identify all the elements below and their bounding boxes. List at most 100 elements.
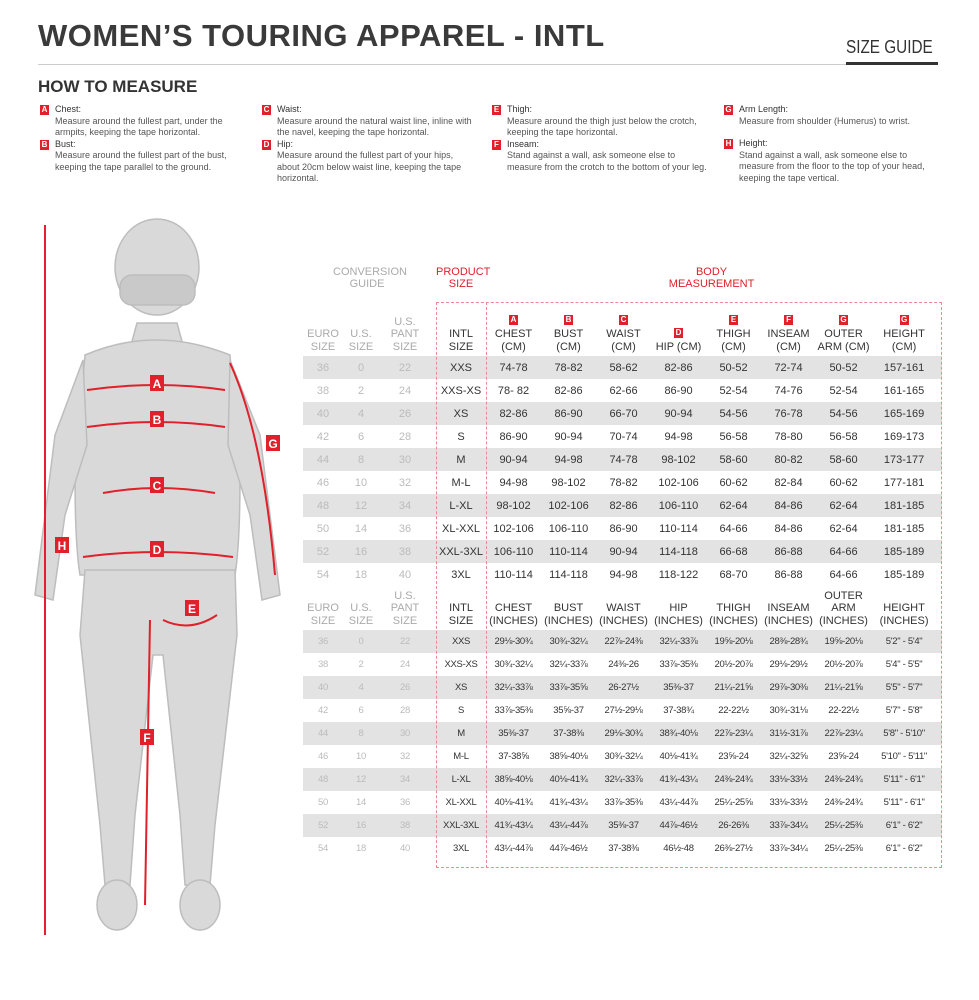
measurement-header: CHEST (INCHES) [486, 586, 541, 630]
measurement-cell: 72-74 [761, 356, 817, 379]
legend-item-c: C Waist: Measure around the natural waist … [262, 104, 477, 139]
legend-item-d: D Hip: Measure around the fullest part of … [262, 139, 477, 185]
legend-item-name: Waist: [277, 104, 302, 114]
measurement-cell: 32¼-33⅞ [651, 630, 707, 653]
conversion-cell: 12 [343, 768, 379, 791]
legend-item-text: Measure around the fullest part, under t… [55, 115, 223, 138]
measurement-cell: 102-106 [541, 494, 597, 517]
conversion-cell: 52 [303, 540, 343, 563]
measurement-cell: 60-62 [829, 476, 858, 489]
conversion-cell: 8 [343, 448, 379, 471]
measurement-cell: 84-86 [761, 494, 817, 517]
legend-item-text: Stand against a wall, ask someone else t… [507, 150, 707, 172]
table-row: 36 0 22 XXS 29⅛-30¾ 30¾-32¼ 22⅞-24⅜ 32¼-33⅞ 19⅝-… [303, 630, 943, 653]
measurement-cell: 102-106 [658, 476, 699, 489]
spacer [937, 448, 943, 471]
measurement-cell: 38⅝-40⅛ [549, 751, 588, 762]
measurement-cell: 98-102 [551, 476, 586, 489]
measurement-cell: 35⅜-37 [596, 814, 652, 837]
group-body-measurement: BODY MEASUREMENT [668, 266, 755, 290]
measurement-cell: 38⅝-40⅛ [486, 768, 542, 791]
measurement-cell: 82-86 [651, 356, 707, 379]
measurement-cell: 181-185 [871, 494, 938, 517]
measurement-cell: 114-118 [651, 540, 707, 563]
measurement-cell: 169-173 [883, 430, 925, 443]
spacer [431, 494, 437, 517]
intl-size-cell: XS [436, 402, 487, 425]
measurement-cell: 41¾-43¼ [549, 797, 588, 808]
letter-badge: F [492, 139, 501, 150]
intl-size-cell: S [457, 705, 465, 716]
conversion-cell: 0 [343, 356, 379, 379]
conversion-cell: 40 [398, 568, 412, 581]
table-row: 44 8 30 M 35⅜-37 37-38⅜ 29⅛-30¾ 38¾-40⅛ 22⅞-23¼ 3… [303, 722, 943, 745]
measurement-cell: 177-181 [883, 476, 925, 489]
measurement-cell: 161-165 [883, 384, 925, 397]
letter-badge: H [724, 139, 733, 149]
measurement-cell: 33⅞-34¼ [769, 843, 808, 854]
measurement-cell: 33⅞-35⅜ [604, 797, 643, 808]
intl-size-cell: XXS [436, 356, 487, 379]
spacer [937, 425, 942, 448]
measurement-cell: 22-22½ [718, 705, 749, 716]
conversion-cell: 36 [303, 356, 343, 379]
measurement-cell: 25¼-25⅜ [824, 843, 863, 854]
measurement-header-label: WAIST (CM) [606, 328, 641, 353]
measurement-cell: 19⅝-20⅛ [706, 630, 762, 653]
letter-badge: A [509, 315, 519, 325]
legend-item-text: Measure around the fullest part of the b… [55, 150, 227, 172]
conversion-cell: 34 [379, 494, 432, 517]
spacer [937, 471, 942, 494]
table-row: 46 10 32 M-L 94-98 98-102 78-82 102-106 60-62 82-… [303, 471, 942, 494]
measurement-cell: 86-90 [541, 402, 597, 425]
measurement-cell: 35⅝-37 [553, 705, 584, 716]
table-row: 40 4 26 XS 32¼-33⅞ 33⅞-35⅝ 26-27½ 35⅜-37 21¼-21⅝… [303, 676, 943, 699]
conversion-cell: 18 [354, 568, 368, 581]
measurement-cell: 32¼-33⅞ [549, 659, 588, 670]
conversion-cell: 42 [318, 705, 328, 716]
conversion-cell: 4 [343, 402, 379, 425]
table-row: 54 18 40 3XL 43¼-44⅞ 44⅞-46½ 37-38⅜ 46½-48 26⅜-2… [303, 837, 942, 860]
measurement-cell: 90-94 [596, 540, 652, 563]
conversion-cell: 38 [379, 814, 432, 837]
measurement-header-label: HEIGHT (CM) [883, 328, 925, 353]
conversion-cell: 26 [379, 676, 432, 699]
measurement-cell: 82-86 [596, 494, 652, 517]
measurement-cell: 185-189 [871, 540, 938, 563]
table-row: 52 16 38 XXL-3XL 41¾-43¼ 43¼-44⅞ 35⅜-37 44⅞-46½… [303, 814, 943, 837]
measurement-cell: 52-54 [719, 384, 748, 397]
conversion-cell: 54 [316, 568, 330, 581]
measurement-cell: 32¼-33⅞ [486, 676, 542, 699]
size-guide-tab[interactable]: SIZE GUIDE [846, 37, 933, 57]
intl-size-cell: M-L [453, 751, 469, 762]
spacer [937, 676, 943, 699]
conversion-cell: 50 [316, 522, 330, 535]
page-title: WOMEN’S TOURING APPAREL - INTL [38, 18, 605, 53]
measurement-header-label: OUTER ARM (INCHES) [819, 589, 868, 627]
measurement-cell: 5'5" - 5'7" [871, 676, 938, 699]
spacer [431, 448, 437, 471]
measurement-cell: 56-58 [719, 430, 748, 443]
measurement-header-label: WAIST (INCHES) [599, 602, 648, 627]
measurement-cell: 106-110 [651, 494, 707, 517]
measurement-cell: 54-56 [816, 402, 872, 425]
measurement-cell: 32¼-32⅝ [769, 751, 808, 762]
measurement-header-label: BUST (CM) [553, 328, 584, 353]
measurement-cell: 43¼-44⅞ [659, 797, 698, 808]
measurement-header: G OUTER ARM (CM) [816, 302, 871, 356]
spacer [431, 402, 437, 425]
measurement-cell: 22⅞-23¼ [816, 722, 872, 745]
measurement-cell: 110-114 [541, 540, 597, 563]
measurement-header: BUST (INCHES) [541, 586, 596, 630]
measurement-cell: 74-78 [596, 448, 652, 471]
measurement-header: A CHEST (CM) [486, 302, 541, 356]
measurement-cell: 102-106 [493, 522, 534, 535]
column-header-row: EURO SIZE U.S. SIZE U.S. PANT SIZE INTL SIZ… [303, 586, 942, 630]
measurement-cell: 29⅛-30¾ [486, 630, 542, 653]
measurement-header-label: HEIGHT (INCHES) [879, 602, 929, 627]
spacer [937, 402, 943, 425]
measurement-cell: 181-185 [883, 522, 925, 535]
figure-label-a: A [153, 377, 162, 391]
conversion-cell: 34 [379, 768, 432, 791]
measurement-cell: 22⅞-24⅜ [596, 630, 652, 653]
